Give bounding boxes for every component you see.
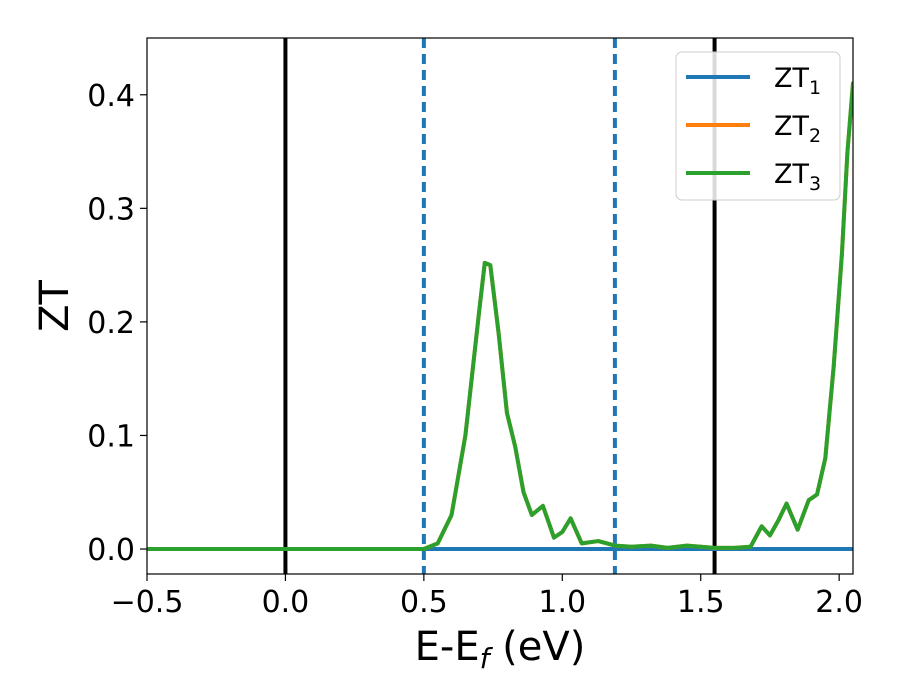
x-tick-label: −0.5 xyxy=(111,585,184,620)
x-axis-label: E-Ef (eV) xyxy=(415,624,586,675)
x-axis-ticks: −0.5 0.0 0.5 1.0 1.5 2.0 xyxy=(111,574,863,620)
y-tick-label: 0.1 xyxy=(87,419,135,454)
series-line-zt3 xyxy=(147,81,853,552)
plot-frame xyxy=(146,37,854,575)
x-tick-label: 0.5 xyxy=(400,585,448,620)
legend: ZT1 ZT2 ZT3 xyxy=(675,51,841,201)
x-tick-label: 1.0 xyxy=(538,585,586,620)
y-tick-label: 0.3 xyxy=(87,192,135,227)
x-tick-label: 2.0 xyxy=(815,585,863,620)
y-tick-label: 0.0 xyxy=(87,533,135,568)
x-tick-label: 0.0 xyxy=(262,585,310,620)
y-tick-label: 0.2 xyxy=(87,306,135,341)
legend-label-zt2: ZT2 xyxy=(774,111,821,147)
series-lines xyxy=(147,81,853,552)
x-tick-label: 1.5 xyxy=(677,585,725,620)
legend-box xyxy=(675,51,841,201)
y-tick-label: 0.4 xyxy=(87,79,135,114)
y-axis-label: ZT xyxy=(32,280,78,332)
legend-label-zt3: ZT3 xyxy=(774,159,821,195)
legend-label-zt1: ZT1 xyxy=(774,63,821,99)
y-axis-ticks: 0.0 0.1 0.2 0.3 0.4 xyxy=(87,79,147,568)
